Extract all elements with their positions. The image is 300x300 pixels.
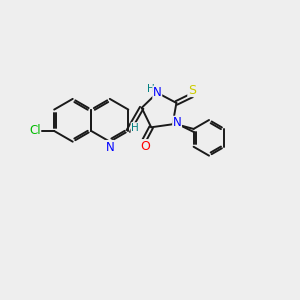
Text: N: N xyxy=(153,86,162,99)
Text: H: H xyxy=(147,84,154,94)
Text: H: H xyxy=(131,123,139,133)
Text: O: O xyxy=(140,140,150,153)
Text: N: N xyxy=(105,140,114,154)
Text: Cl: Cl xyxy=(29,124,41,137)
Text: S: S xyxy=(188,83,196,97)
Text: N: N xyxy=(173,116,182,129)
